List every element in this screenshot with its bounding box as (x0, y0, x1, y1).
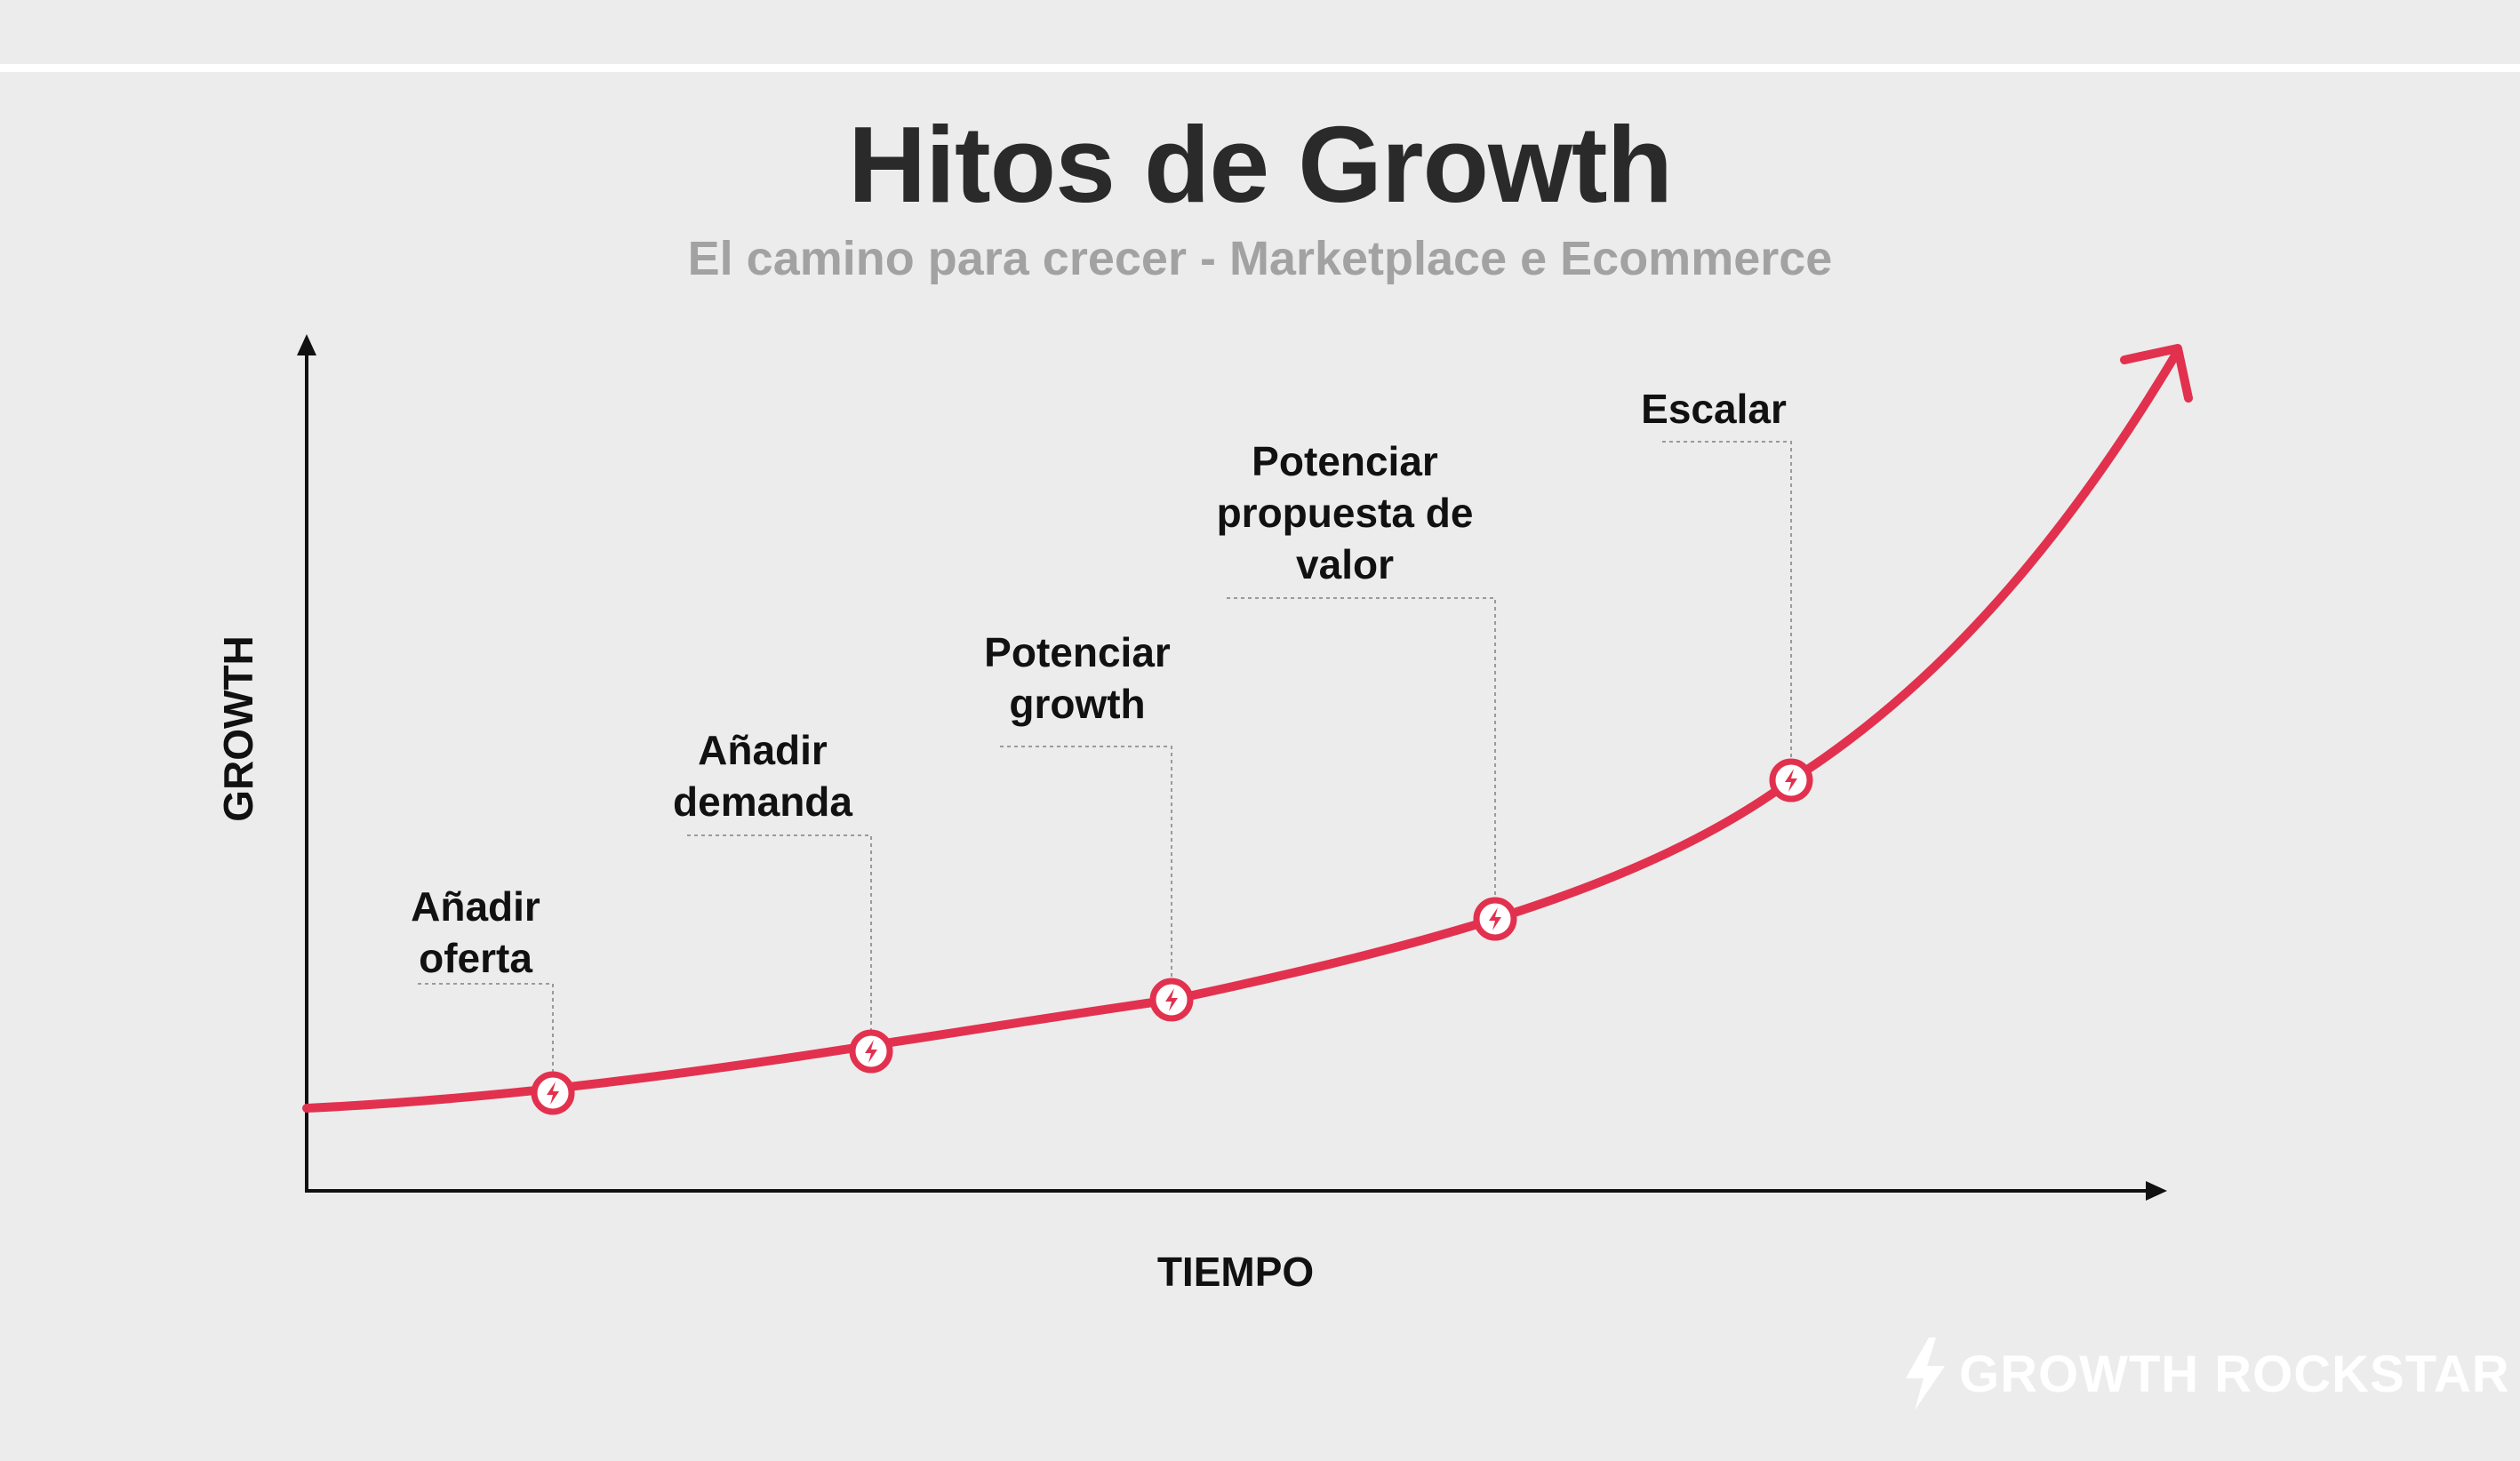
leader-line-4 (1227, 597, 1496, 902)
lightning-bolt-icon (1906, 1337, 1945, 1410)
leader-line-3 (1000, 746, 1172, 982)
growth-curve (302, 347, 2182, 1113)
milestone-marker-4 (1473, 897, 1517, 941)
milestone-label-4: Potenciar propuesta de valor (1216, 438, 1474, 587)
brand-logo: GROWTH ROCKSTAR (1902, 1337, 2510, 1410)
x-axis-label: TIEMPO (1156, 1249, 1315, 1295)
milestone-marker-1 (531, 1071, 575, 1115)
milestone-label-1: Añadir oferta (411, 883, 540, 981)
y-axis-label: GROWTH (215, 635, 261, 822)
brand-name: GROWTH ROCKSTAR (1959, 1345, 2510, 1403)
x-axis-arrow-icon (2146, 1181, 2167, 1201)
milestone-marker-2 (849, 1029, 893, 1074)
milestone-label-5: Escalar (1641, 386, 1787, 432)
leader-line-5 (1662, 441, 1792, 764)
lightning-bolt-icon (1785, 769, 1797, 792)
lightning-bolt-icon (1165, 988, 1178, 1011)
milestone-label-3: Potenciar growth (984, 629, 1171, 727)
page-title: Hitos de Growth (847, 104, 1673, 225)
axes (297, 334, 2167, 1201)
milestone-label-2: Añadir demanda (673, 727, 852, 825)
y-axis-arrow-icon (297, 334, 316, 355)
milestone-marker-5 (1769, 758, 1813, 802)
leader-lines (418, 441, 1792, 1075)
curve-arrowhead-icon (2120, 344, 2193, 403)
lightning-bolt-icon (865, 1040, 877, 1063)
leader-line-2 (687, 834, 872, 1035)
milestone-marker-3 (1149, 978, 1194, 1022)
page-subtitle: El camino para crecer - Marketplace e Ec… (687, 232, 1833, 285)
top-divider (0, 64, 2520, 72)
leader-line-1 (418, 983, 554, 1075)
lightning-bolt-icon (547, 1082, 559, 1105)
lightning-bolt-icon (1489, 907, 1501, 930)
